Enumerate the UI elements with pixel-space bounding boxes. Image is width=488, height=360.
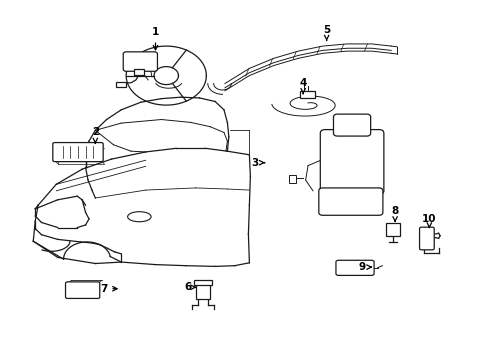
Text: 1: 1 — [152, 27, 159, 50]
FancyBboxPatch shape — [53, 143, 103, 162]
Text: 8: 8 — [391, 206, 398, 221]
Text: 2: 2 — [92, 127, 99, 143]
Text: 10: 10 — [421, 214, 436, 227]
Bar — [116, 82, 126, 87]
Text: 4: 4 — [299, 78, 306, 94]
Text: 6: 6 — [184, 282, 195, 292]
Bar — [386, 223, 399, 236]
FancyBboxPatch shape — [320, 130, 383, 194]
Text: 7: 7 — [100, 284, 117, 294]
Ellipse shape — [127, 212, 151, 222]
FancyBboxPatch shape — [335, 260, 373, 275]
Circle shape — [359, 265, 367, 271]
Bar — [288, 175, 295, 183]
Text: 9: 9 — [358, 262, 371, 272]
Bar — [195, 282, 210, 299]
Circle shape — [339, 265, 348, 271]
Bar — [300, 91, 314, 98]
Bar — [193, 280, 212, 285]
FancyBboxPatch shape — [333, 114, 370, 136]
FancyBboxPatch shape — [419, 227, 433, 250]
FancyBboxPatch shape — [318, 188, 382, 215]
Text: 3: 3 — [251, 158, 264, 168]
FancyBboxPatch shape — [123, 52, 157, 71]
FancyBboxPatch shape — [65, 282, 100, 298]
Bar — [134, 69, 143, 75]
Text: 5: 5 — [323, 24, 329, 40]
